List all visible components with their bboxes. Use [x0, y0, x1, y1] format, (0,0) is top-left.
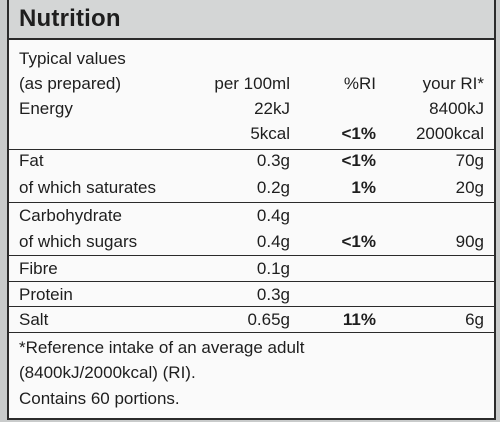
carbohydrate-value: 0.4g [256, 206, 290, 225]
your-ri-header: your RI* [422, 74, 484, 93]
energy-label: Energy [19, 99, 73, 118]
salt-label: Salt [19, 310, 49, 329]
fat-ri-percent: <1% [341, 151, 377, 170]
energy-kj-value: 22kJ [254, 99, 290, 118]
energy-ri-percent: <1% [341, 124, 377, 143]
protein-label: Protein [19, 285, 73, 304]
table-row-fat: Fat 0.3g <1% 70g [9, 149, 494, 174]
sugars-your-ri: 90g [455, 232, 484, 251]
table-row-carbohydrate: Carbohydrate 0.4g [9, 202, 494, 227]
sugars-value: 0.4g [256, 232, 290, 251]
salt-ri-percent: 11% [342, 310, 376, 329]
footer-notes: *Reference intake of an average adult (8… [9, 332, 494, 420]
saturates-label: of which saturates [19, 178, 157, 197]
per-100ml-header: per 100ml [214, 74, 290, 93]
table-row-fibre: Fibre 0.1g [9, 255, 494, 280]
reference-intake-values: (8400kJ/2000kcal) (RI). [19, 363, 196, 382]
panel-title: Nutrition [19, 5, 121, 32]
saturates-ri-percent: 1% [351, 178, 376, 197]
ri-percent-header: %RI [343, 74, 376, 93]
title-bar: Nutrition [9, 0, 494, 40]
table-row-saturates: of which saturates 0.2g 1% 20g [9, 174, 494, 199]
saturates-value: 0.2g [256, 178, 290, 197]
carbohydrate-label: Carbohydrate [19, 206, 123, 225]
energy-kcal-ri: 2000kcal [415, 124, 484, 143]
table-row-sugars: of which sugars 0.4g <1% 90g [9, 227, 494, 252]
portions-note: Contains 60 portions. [19, 389, 180, 408]
energy-kcal-value: 5kcal [250, 124, 290, 143]
fibre-label: Fibre [19, 259, 58, 278]
table-row-protein: Protein 0.3g [9, 281, 494, 306]
salt-value: 0.65g [247, 310, 290, 329]
sugars-label: of which sugars [19, 232, 138, 251]
sugars-ri-percent: <1% [341, 232, 377, 251]
salt-your-ri: 6g [465, 310, 484, 329]
protein-value: 0.3g [256, 285, 290, 304]
typical-values-label: Typical values [19, 49, 126, 68]
fat-value: 0.3g [256, 151, 290, 170]
fat-your-ri: 70g [455, 151, 484, 170]
reference-intake-note: *Reference intake of an average adult [19, 338, 305, 357]
nutrition-panel: Nutrition Typical values (as prepared) p… [7, 0, 496, 420]
saturates-your-ri: 20g [455, 178, 484, 197]
as-prepared-label: (as prepared) [19, 74, 122, 93]
fibre-value: 0.1g [256, 259, 290, 278]
table-row-salt: Salt 0.65g 11% 6g [9, 306, 494, 331]
energy-kj-ri: 8400kJ [429, 99, 484, 118]
fat-label: Fat [19, 151, 44, 170]
